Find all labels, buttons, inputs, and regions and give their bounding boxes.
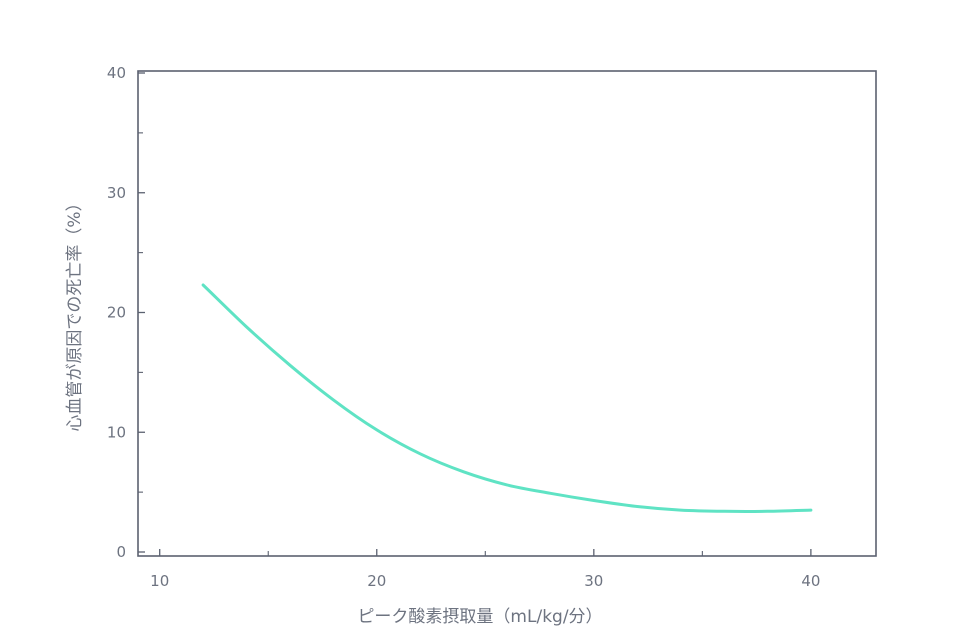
x-axis-ticks: 10 20 30 40	[150, 549, 820, 590]
series-line	[201, 283, 813, 513]
y-tick-label: 0	[116, 543, 126, 561]
plot-frame	[137, 70, 877, 557]
y-axis-title: 心血管が原因での死亡率（%）	[65, 194, 85, 431]
y-tick-label: 10	[107, 423, 126, 441]
x-axis-title: ピーク酸素摂取量（mL/kg/分）	[357, 607, 602, 627]
series-layer	[201, 283, 813, 513]
x-tick-label: 20	[367, 572, 386, 590]
x-tick-label: 40	[801, 572, 820, 590]
x-tick-label: 30	[584, 572, 603, 590]
y-tick-label: 40	[107, 64, 126, 82]
x-tick-label: 10	[150, 572, 169, 590]
y-tick-label: 20	[107, 304, 126, 322]
y-tick-label: 30	[107, 184, 126, 202]
y-axis-ticks: 0 10 20 30 40	[107, 64, 145, 561]
